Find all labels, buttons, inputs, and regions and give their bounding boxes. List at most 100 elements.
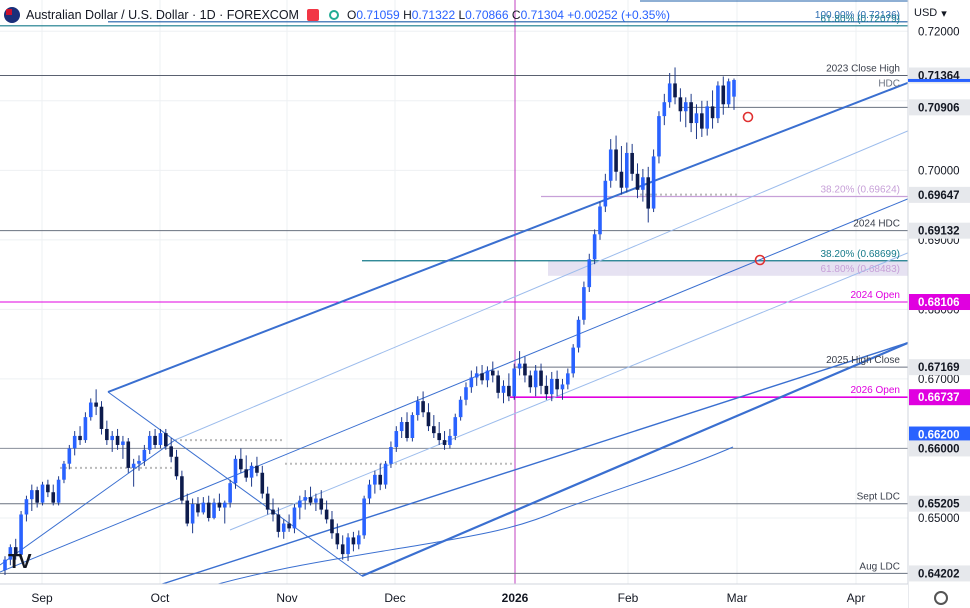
- candle: [206, 495, 211, 522]
- price-badge-label: 0.66000: [918, 443, 960, 455]
- candle: [373, 470, 377, 494]
- candle: [469, 370, 474, 393]
- candle: [571, 344, 575, 378]
- candle: [142, 444, 147, 466]
- candle-body: [56, 479, 61, 503]
- candle: [276, 507, 281, 538]
- candle: [196, 497, 200, 517]
- candle: [174, 449, 179, 480]
- price-badge-label: 0.68106: [918, 297, 960, 309]
- candle-body: [158, 433, 163, 445]
- candle: [340, 535, 345, 560]
- candle-body: [330, 519, 334, 534]
- candle-body: [389, 447, 393, 464]
- candle-body: [592, 234, 597, 260]
- symbol-title[interactable]: Australian Dollar / U.S. Dollar · 1D · F…: [26, 8, 299, 22]
- candle-body: [362, 498, 366, 536]
- candle-body: [657, 116, 661, 157]
- candle: [105, 420, 109, 445]
- candle: [673, 67, 677, 105]
- candle-body: [35, 490, 39, 503]
- candle-body: [442, 440, 447, 445]
- candle-body: [667, 83, 672, 103]
- alert-icon[interactable]: [306, 9, 319, 21]
- candle: [490, 361, 495, 383]
- candle-body: [383, 463, 388, 485]
- candle: [689, 93, 693, 133]
- candle-body: [78, 435, 82, 441]
- candle: [544, 375, 549, 400]
- candle: [190, 498, 195, 534]
- candle: [335, 523, 340, 550]
- candle: [598, 201, 602, 240]
- candle: [560, 378, 565, 400]
- candle-body: [105, 428, 109, 441]
- candle-body: [474, 373, 479, 378]
- candle: [630, 143, 634, 181]
- price-badge: [909, 294, 970, 311]
- x-tick: 2026: [502, 591, 529, 605]
- candle: [389, 441, 393, 468]
- price-badge: [909, 495, 970, 512]
- level-label: HDC: [878, 78, 900, 89]
- candle: [362, 495, 366, 539]
- x-tick: Nov: [276, 591, 297, 605]
- y-tick: 0.70000: [918, 165, 960, 177]
- candle-body: [399, 422, 404, 432]
- currency-selector[interactable]: USD ▾: [914, 4, 966, 22]
- currency-label: USD: [914, 7, 938, 19]
- candle: [244, 455, 249, 482]
- x-tick: Sep: [31, 591, 53, 605]
- level-label: 38.20% (0.69624): [820, 184, 900, 195]
- pitchfork-median: [0, 197, 911, 573]
- candle-body: [308, 497, 313, 503]
- candle-body: [624, 152, 629, 188]
- fib-zone: [548, 260, 908, 276]
- gear-icon[interactable]: [934, 591, 948, 605]
- candle: [72, 431, 77, 456]
- candle: [592, 229, 597, 265]
- candle: [667, 73, 672, 108]
- candle: [641, 168, 645, 202]
- candle-body: [346, 537, 350, 555]
- candle-body: [110, 435, 115, 441]
- candle-body: [726, 81, 731, 105]
- candle-body: [46, 484, 50, 493]
- candle-body: [298, 500, 302, 508]
- candle: [88, 398, 93, 421]
- candle: [512, 363, 517, 400]
- candle: [351, 531, 356, 552]
- candle-body: [694, 113, 699, 124]
- candle-body: [458, 399, 463, 418]
- candle: [233, 455, 238, 489]
- candle-body: [480, 373, 484, 381]
- candle-body: [314, 498, 318, 503]
- candle-body: [635, 173, 640, 190]
- candle-body: [115, 435, 120, 445]
- candle: [716, 81, 720, 124]
- pitchfork-inner: [229, 251, 911, 531]
- candle: [555, 370, 559, 397]
- candle: [308, 486, 313, 506]
- price-badge: [909, 440, 970, 457]
- candle-body: [153, 435, 157, 445]
- pitchfork-lower-outer: [149, 341, 911, 589]
- candle-body: [249, 465, 254, 478]
- candle: [608, 139, 613, 188]
- candle: [383, 460, 388, 489]
- candle: [212, 498, 216, 520]
- candle-body: [206, 502, 211, 518]
- candle: [700, 100, 704, 137]
- candle: [330, 511, 334, 539]
- x-tick: Apr: [847, 591, 866, 605]
- candle-body: [276, 514, 281, 532]
- candle: [646, 166, 651, 223]
- candle: [126, 438, 131, 473]
- candle-body: [335, 533, 340, 545]
- candle-body: [83, 417, 88, 441]
- candle-body: [598, 206, 602, 235]
- pitchfork-upper: [107, 81, 911, 393]
- candle-body: [566, 373, 570, 385]
- candle-body: [608, 149, 613, 181]
